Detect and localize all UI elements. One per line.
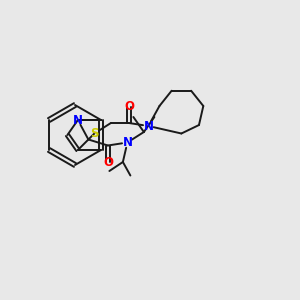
Text: O: O	[103, 155, 113, 169]
Text: S: S	[90, 127, 99, 140]
Text: N: N	[143, 119, 153, 133]
Text: N: N	[73, 113, 83, 127]
Text: O: O	[124, 100, 134, 113]
Text: N: N	[122, 136, 132, 149]
